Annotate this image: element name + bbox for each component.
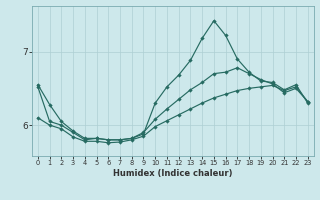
X-axis label: Humidex (Indice chaleur): Humidex (Indice chaleur) bbox=[113, 169, 233, 178]
